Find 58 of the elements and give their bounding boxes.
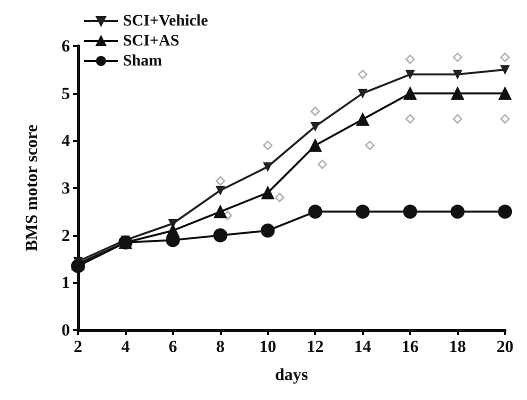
point (213, 228, 228, 242)
y-tick-label: 5 (62, 84, 70, 103)
point (318, 160, 328, 170)
point (214, 205, 227, 218)
point (358, 88, 368, 98)
x-tick-label: 16 (402, 337, 419, 356)
point (356, 204, 370, 219)
point (356, 112, 370, 126)
legend-label: SCI+AS (123, 32, 180, 50)
point (405, 54, 415, 64)
point (71, 259, 85, 274)
x-tick-label: 6 (168, 337, 178, 356)
x-tick-label: 10 (259, 337, 276, 356)
point (310, 106, 320, 116)
point (450, 204, 465, 219)
point (498, 86, 512, 100)
point (216, 176, 226, 186)
x-tick-label: 2 (74, 337, 82, 356)
y-tick-label: 0 (62, 320, 70, 340)
point (261, 186, 274, 200)
point (451, 86, 464, 100)
y-tick-label: 6 (62, 36, 70, 56)
x-tick-label: 14 (354, 337, 372, 356)
point (263, 162, 272, 172)
point (453, 70, 462, 79)
point (308, 204, 322, 219)
point (500, 114, 510, 124)
legend-label: Sham (123, 52, 163, 70)
y-tick-label: 4 (62, 131, 70, 150)
y-tick-label: 2 (62, 226, 70, 245)
point (216, 186, 225, 195)
point (452, 114, 462, 124)
x-axis-title: days (274, 365, 308, 384)
point (365, 140, 375, 150)
point (263, 140, 273, 150)
point (404, 86, 417, 100)
y-tick-label: 1 (62, 273, 70, 292)
legend-label: SCI+Vehicle (123, 12, 208, 30)
point (406, 70, 415, 79)
point (310, 122, 320, 131)
x-tick-label: 20 (496, 337, 514, 356)
x-tick-label: 8 (216, 337, 225, 356)
point (405, 114, 415, 124)
point (498, 204, 512, 219)
y-tick-label: 3 (62, 178, 70, 198)
point (260, 224, 275, 238)
point (118, 235, 132, 250)
point (308, 138, 322, 152)
point (500, 52, 510, 62)
y-axis-title: BMS motor score (22, 124, 41, 252)
x-tick-label: 4 (121, 337, 130, 356)
point (358, 70, 368, 80)
point (500, 65, 510, 74)
point (452, 52, 462, 62)
point (274, 192, 284, 202)
x-tick-label: 18 (449, 337, 466, 356)
x-tick-label: 12 (306, 337, 324, 356)
point (403, 204, 418, 219)
